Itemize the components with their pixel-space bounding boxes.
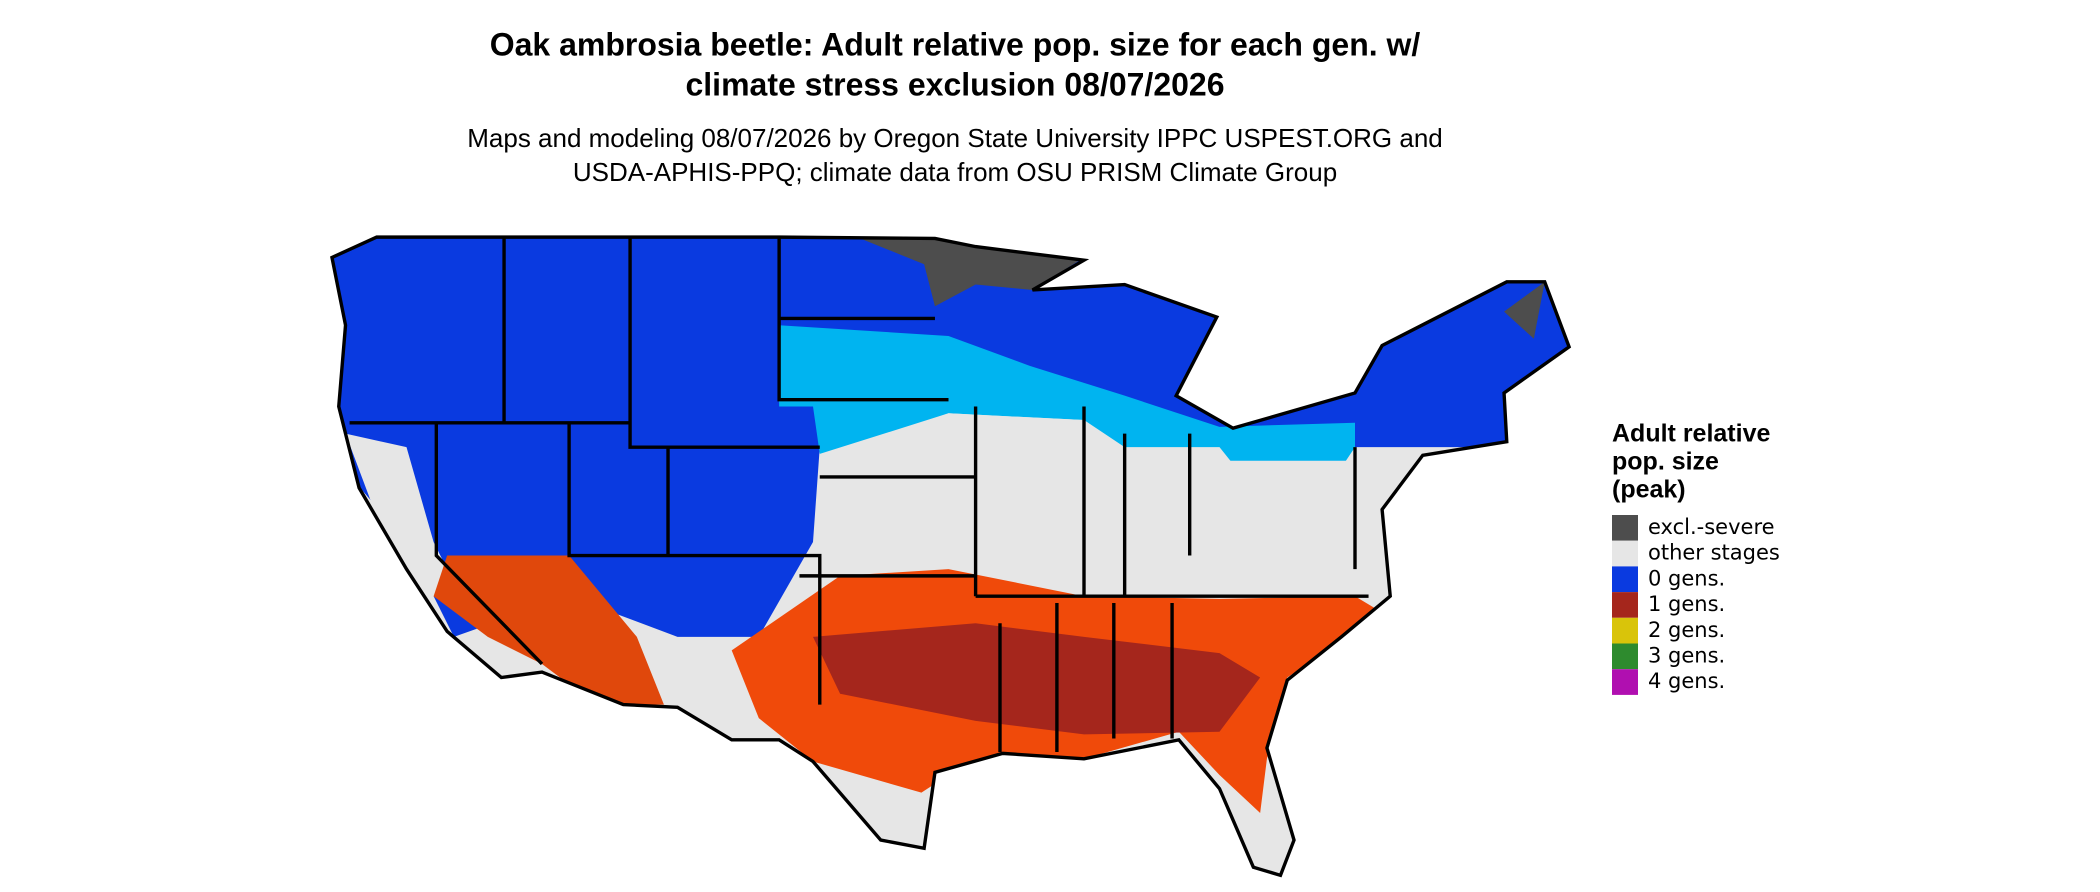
legend-label: 1 gens. — [1648, 592, 1725, 616]
legend-title: Adult relative — [1612, 420, 1770, 448]
state-borders — [330, 235, 1572, 878]
subtitle: USDA-APHIS-PPQ; climate data from OSU PR… — [573, 157, 1337, 187]
excl-severe-area — [1504, 281, 1545, 339]
other-stages-patch — [819, 413, 1369, 603]
legend-label: other stages — [1648, 541, 1780, 565]
legend-label: excl.-severe — [1648, 515, 1775, 539]
legend-swatch — [1612, 669, 1638, 695]
legend-label: 0 gens. — [1648, 566, 1725, 590]
legend-label: 3 gens. — [1648, 644, 1725, 668]
legend-title: (peak) — [1612, 476, 1686, 504]
titles: Oak ambrosia beetle: Adult relative pop.… — [467, 26, 1443, 186]
title: Oak ambrosia beetle: Adult relative pop.… — [490, 26, 1421, 62]
other-stages-patch — [345, 433, 461, 597]
one-gen-area — [813, 623, 1261, 735]
zero-gen-light-area — [779, 325, 1355, 597]
subtitle: Maps and modeling 08/07/2026 by Oregon S… — [467, 123, 1443, 153]
legend-swatch — [1612, 617, 1638, 644]
legend-swatch — [1612, 566, 1638, 593]
legend-label: 2 gens. — [1648, 618, 1725, 642]
legend-label: 4 gens. — [1648, 669, 1725, 693]
legend-swatch — [1612, 515, 1638, 541]
legend-title: pop. size — [1612, 448, 1719, 476]
title: climate stress exclusion 08/07/2026 — [685, 66, 1224, 102]
legend-swatch — [1612, 592, 1638, 618]
legend-swatch — [1612, 643, 1638, 670]
legend-swatch — [1612, 540, 1638, 567]
one-gen-sw-area — [433, 555, 664, 705]
us-map — [330, 235, 1572, 878]
